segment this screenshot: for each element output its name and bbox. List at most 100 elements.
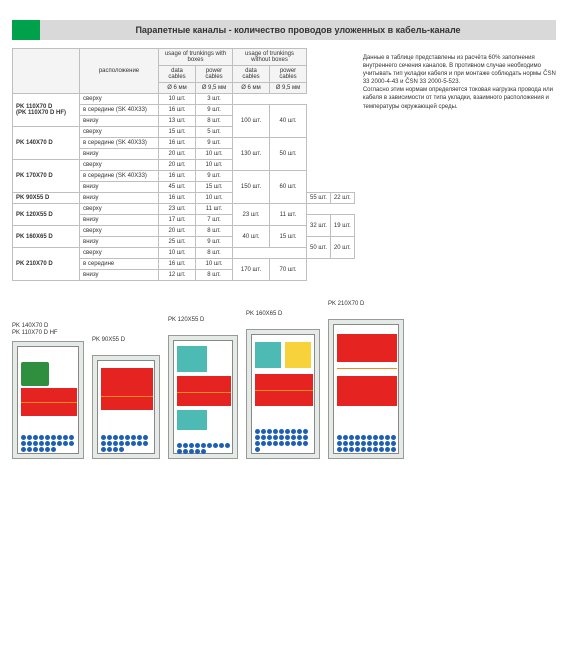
model-cell: PK 90X55 D [13,193,80,204]
value-cell: 100 шт. [233,105,270,138]
table-row: PK 210X70 Dсверху10 шт.8 шт. [13,248,355,259]
position-cell: сверху [80,127,159,138]
position-cell: внизу [80,237,159,248]
page: Парапетные каналы - количество проводов … [0,0,568,479]
value-cell: 10 шт. [196,193,233,204]
position-cell: сверху [80,226,159,237]
table-row: PK 120X55 Dсверху23 шт.11 шт.23 шт.11 шт… [13,204,355,215]
diagram-label: PK 160X65 D [246,311,282,325]
position-cell: в середине (SK 40X33) [80,138,159,149]
table-body: PK 110X70 D(PK 110X70 D HF)сверху10 шт.3… [13,94,355,281]
value-cell: 15 шт. [196,182,233,193]
col-placement: расположение [80,49,159,94]
diagram: PK 160X65 D [246,311,320,459]
diagram: PK 90X55 D [92,337,160,459]
value-cell: 55 шт. [307,193,331,204]
col-data-dia: Ø 6 мм [159,83,196,94]
value-cell: 16 шт. [159,171,196,182]
position-cell: сверху [80,248,159,259]
value-cell: 20 шт. [159,226,196,237]
model-cell: PK 210X70 D [13,248,80,281]
value-cell: 170 шт. [233,259,270,281]
value-cell: 23 шт. [159,204,196,215]
page-title: Парапетные каналы - количество проводов … [40,20,556,40]
position-cell: внизу [80,182,159,193]
cross-section [92,355,160,459]
value-cell: 7 шт. [196,215,233,226]
value-cell: 19 шт. [330,215,354,237]
value-cell: 10 шт. [159,94,196,105]
col-power-dia: Ø 9,5 мм [196,83,233,94]
col-group-withboxes: usage of trunkings with boxes [159,49,233,66]
value-cell: 40 шт. [233,226,270,248]
model-cell: PK 170X70 D [13,160,80,193]
col-data-dia2: Ø 6 мм [233,83,270,94]
col-power-dia2: Ø 9,5 мм [270,83,307,94]
value-cell: 45 шт. [159,182,196,193]
value-cell: 9 шт. [196,138,233,149]
value-cell: 25 шт. [159,237,196,248]
col-data-cables2: data cables [233,66,270,83]
value-cell: 22 шт. [330,193,354,204]
cross-section [168,335,238,459]
value-cell: 23 шт. [233,204,270,226]
diagram: PK 210X70 D [328,301,404,459]
value-cell: 12 шт. [159,270,196,281]
value-cell: 13 шт. [159,116,196,127]
value-cell: 20 шт. [330,237,354,259]
position-cell: сверху [80,160,159,171]
value-cell: 9 шт. [196,237,233,248]
value-cell: 15 шт. [270,226,307,248]
value-cell: 16 шт. [159,259,196,270]
position-cell: внизу [80,193,159,204]
table-row: PK 160X65 Dсверху20 шт.8 шт.40 шт.15 шт. [13,226,355,237]
value-cell: 50 шт. [270,138,307,171]
value-cell: 17 шт. [159,215,196,226]
value-cell: 20 шт. [159,160,196,171]
value-cell: 16 шт. [159,105,196,116]
value-cell: 16 шт. [159,138,196,149]
value-cell: 10 шт. [196,149,233,160]
value-cell: 9 шт. [196,171,233,182]
value-cell: 50 шт. [307,237,331,259]
side-note: Данные в таблице представлены из расчёта… [363,48,556,111]
cross-section [12,341,84,459]
data-table: расположение usage of trunkings with box… [12,48,355,281]
value-cell: 11 шт. [270,204,307,226]
value-cell: 9 шт. [196,105,233,116]
table-head: расположение usage of trunkings with box… [13,49,355,94]
title-bar: Парапетные каналы - количество проводов … [12,20,556,40]
position-cell: внизу [80,270,159,281]
position-cell: в середине [80,259,159,270]
value-cell: 5 шт. [196,127,233,138]
title-accent [12,20,40,40]
value-cell: 130 шт. [233,138,270,171]
value-cell: 15 шт. [159,127,196,138]
diagram-label: PK 210X70 D [328,301,364,315]
value-cell: 8 шт. [196,248,233,259]
value-cell: 3 шт. [196,94,233,105]
position-cell: внизу [80,215,159,226]
value-cell: 20 шт. [159,149,196,160]
position-cell: внизу [80,116,159,127]
value-cell: 10 шт. [159,248,196,259]
diagram-label: PK 140X70 DPK 110X70 D HF [12,323,58,337]
position-cell: в середине (SK 40X33) [80,171,159,182]
value-cell: 8 шт. [196,270,233,281]
col-power-cables2: power cables [270,66,307,83]
value-cell: 10 шт. [196,259,233,270]
table-row: PK 110X70 D(PK 110X70 D HF)сверху10 шт.3… [13,94,355,105]
col-group-withoutboxes: usage of trunkings without boxes [233,49,307,66]
value-cell: 10 шт. [196,160,233,171]
value-cell: 16 шт. [159,193,196,204]
position-cell: сверху [80,94,159,105]
value-cell: 11 шт. [196,204,233,215]
diagram: PK 120X55 D [168,317,238,459]
col-data-cables: data cables [159,66,196,83]
position-cell: сверху [80,204,159,215]
cross-section [328,319,404,459]
position-cell: внизу [80,149,159,160]
cross-section [246,329,320,459]
position-cell: в середине (SK 40X33) [80,105,159,116]
diagram-label: PK 90X55 D [92,337,125,351]
